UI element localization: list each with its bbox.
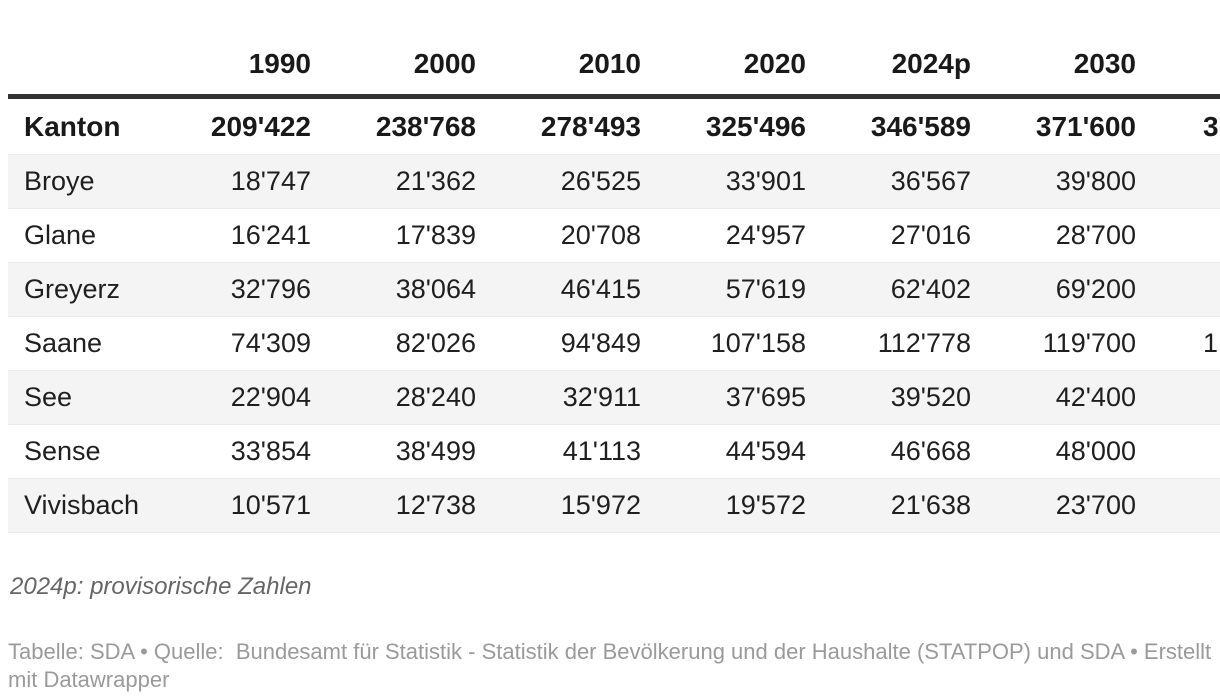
population-value: 23'700 [985, 478, 1150, 533]
population-value: 346'589 [820, 96, 985, 155]
population-value: 119'700 [985, 316, 1150, 371]
population-value: 107'158 [655, 316, 820, 371]
col-header-2020: 2020 [655, 0, 820, 99]
population-value: 38'499 [325, 424, 490, 479]
col-header-2010: 2010 [490, 0, 655, 99]
truncated-value-fragment [1150, 370, 1220, 425]
row-label: Kanton [8, 96, 160, 155]
truncated-value-fragment [1150, 424, 1220, 479]
table-row: Greyerz 32'796 38'064 46'415 57'619 62'402 69'… [8, 262, 1220, 317]
table-row: Glane 16'241 17'839 20'708 24'957 27'016 28'70… [8, 208, 1220, 263]
population-value: 44'594 [655, 424, 820, 479]
truncated-value-fragment [1150, 208, 1220, 263]
population-table: 1990 2000 2010 2020 2024p 2030 Kanton 209… [8, 0, 1220, 533]
population-value: 19'572 [655, 478, 820, 533]
population-value: 94'849 [490, 316, 655, 371]
population-value: 57'619 [655, 262, 820, 317]
truncated-value-fragment [1150, 154, 1220, 209]
population-value: 10'571 [160, 478, 325, 533]
population-value: 22'904 [160, 370, 325, 425]
col-header-2000: 2000 [325, 0, 490, 99]
population-value: 209'422 [160, 96, 325, 155]
population-value: 36'567 [820, 154, 985, 209]
population-value: 20'708 [490, 208, 655, 263]
population-value: 21'362 [325, 154, 490, 209]
population-value: 24'957 [655, 208, 820, 263]
truncated-value-fragment [1150, 478, 1220, 533]
col-header-label [8, 0, 160, 99]
population-value: 41'113 [490, 424, 655, 479]
population-value: 39'520 [820, 370, 985, 425]
population-value: 21'638 [820, 478, 985, 533]
population-value: 69'200 [985, 262, 1150, 317]
population-value: 325'496 [655, 96, 820, 155]
row-label: Sense [8, 424, 160, 479]
population-value: 48'000 [985, 424, 1150, 479]
row-label: See [8, 370, 160, 425]
attribution-line-1: Tabelle: SDA • Quelle: Bundesamt für Sta… [8, 639, 1212, 664]
population-value: 28'700 [985, 208, 1150, 263]
population-value: 46'668 [820, 424, 985, 479]
population-value: 26'525 [490, 154, 655, 209]
population-value: 82'026 [325, 316, 490, 371]
population-value: 33'901 [655, 154, 820, 209]
population-value: 74'309 [160, 316, 325, 371]
population-value: 32'796 [160, 262, 325, 317]
attribution: Tabelle: SDA • Quelle: Bundesamt für Sta… [8, 638, 1220, 694]
population-value: 62'402 [820, 262, 985, 317]
population-value: 371'600 [985, 96, 1150, 155]
col-header-1990: 1990 [160, 0, 325, 99]
row-label: Greyerz [8, 262, 160, 317]
table-header-row: 1990 2000 2010 2020 2024p 2030 [8, 0, 1220, 99]
table-row: Broye 18'747 21'362 26'525 33'901 36'567 39'80… [8, 154, 1220, 209]
population-value: 39'800 [985, 154, 1150, 209]
attribution-line-2: mit Datawrapper [8, 667, 170, 692]
row-label: Glane [8, 208, 160, 263]
population-value: 112'778 [820, 316, 985, 371]
row-label: Broye [8, 154, 160, 209]
truncated-value-fragment: 3 [1150, 96, 1220, 155]
population-value: 17'839 [325, 208, 490, 263]
population-value: 37'695 [655, 370, 820, 425]
population-value: 38'064 [325, 262, 490, 317]
row-label: Saane [8, 316, 160, 371]
table-row: Sense 33'854 38'499 41'113 44'594 46'668 48'00… [8, 424, 1220, 479]
row-label: Vivisbach [8, 478, 160, 533]
col-header-2030: 2030 [985, 0, 1150, 99]
population-value: 16'241 [160, 208, 325, 263]
population-value: 27'016 [820, 208, 985, 263]
table-row: See 22'904 28'240 32'911 37'695 39'520 42'400 [8, 370, 1220, 425]
population-value: 18'747 [160, 154, 325, 209]
population-value: 28'240 [325, 370, 490, 425]
population-value: 32'911 [490, 370, 655, 425]
population-value: 238'768 [325, 96, 490, 155]
table-body: Kanton 209'422 238'768 278'493 325'496 346'58… [8, 96, 1220, 533]
table-row: Saane 74'309 82'026 94'849 107'158 112'778 119… [8, 316, 1220, 371]
population-value: 33'854 [160, 424, 325, 479]
population-value: 42'400 [985, 370, 1150, 425]
population-value: 46'415 [490, 262, 655, 317]
truncated-value-fragment [1150, 262, 1220, 317]
table-row: Vivisbach 10'571 12'738 15'972 19'572 21'638 2… [8, 478, 1220, 533]
footnote: 2024p: provisorische Zahlen [10, 573, 312, 600]
col-header-2024p: 2024p [820, 0, 985, 99]
population-value: 15'972 [490, 478, 655, 533]
table-container: 1990 2000 2010 2020 2024p 2030 Kanton 209… [8, 0, 1220, 533]
population-value: 12'738 [325, 478, 490, 533]
population-value: 278'493 [490, 96, 655, 155]
col-header-truncated [1150, 0, 1220, 99]
truncated-value-fragment: 1 [1150, 316, 1220, 371]
table-row: Kanton 209'422 238'768 278'493 325'496 346'58… [8, 96, 1220, 155]
